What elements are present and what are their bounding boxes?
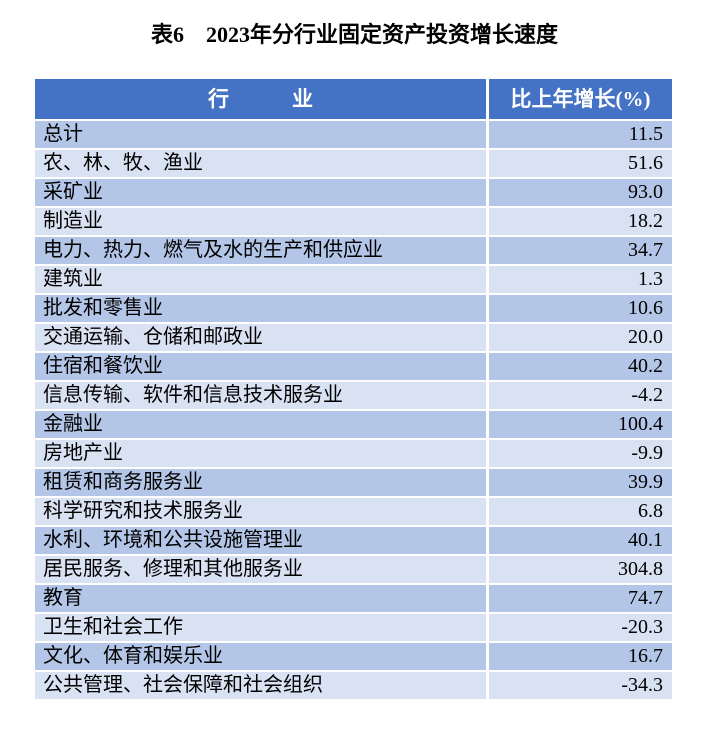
- table-row: 文化、体育和娱乐业 16.7: [35, 643, 672, 670]
- industry-growth-table: 行 业 比上年增长(%) 总计 11.5 农、林、牧、渔业 51.6 采矿业 9…: [35, 79, 672, 699]
- column-header-growth: 比上年增长(%): [489, 79, 672, 119]
- industry-cell: 采矿业: [35, 179, 486, 206]
- column-header-industry: 行 业: [35, 79, 486, 119]
- industry-cell: 建筑业: [35, 266, 486, 293]
- growth-cell: 40.2: [489, 353, 672, 380]
- industry-cell: 房地产业: [35, 440, 486, 467]
- growth-cell: 304.8: [489, 556, 672, 583]
- industry-cell: 制造业: [35, 208, 486, 235]
- table-row: 总计 11.5: [35, 121, 672, 148]
- industry-cell: 文化、体育和娱乐业: [35, 643, 486, 670]
- industry-cell: 交通运输、仓储和邮政业: [35, 324, 486, 351]
- table-row: 信息传输、软件和信息技术服务业 -4.2: [35, 382, 672, 409]
- table-row: 农、林、牧、渔业 51.6: [35, 150, 672, 177]
- table-header-row: 行 业 比上年增长(%): [35, 79, 672, 119]
- table-row: 卫生和社会工作 -20.3: [35, 614, 672, 641]
- industry-cell: 总计: [35, 121, 486, 148]
- industry-cell: 科学研究和技术服务业: [35, 498, 486, 525]
- growth-cell: 1.3: [489, 266, 672, 293]
- growth-cell: 18.2: [489, 208, 672, 235]
- industry-cell: 批发和零售业: [35, 295, 486, 322]
- table-row: 租赁和商务服务业 39.9: [35, 469, 672, 496]
- table-row: 公共管理、社会保障和社会组织 -34.3: [35, 672, 672, 699]
- industry-cell: 金融业: [35, 411, 486, 438]
- growth-cell: 20.0: [489, 324, 672, 351]
- industry-cell: 水利、环境和公共设施管理业: [35, 527, 486, 554]
- table-row: 制造业 18.2: [35, 208, 672, 235]
- growth-cell: 51.6: [489, 150, 672, 177]
- growth-cell: -9.9: [489, 440, 672, 467]
- industry-cell: 卫生和社会工作: [35, 614, 486, 641]
- table-row: 居民服务、修理和其他服务业 304.8: [35, 556, 672, 583]
- industry-cell: 租赁和商务服务业: [35, 469, 486, 496]
- table-row: 教育 74.7: [35, 585, 672, 612]
- growth-cell: 74.7: [489, 585, 672, 612]
- growth-cell: 10.6: [489, 295, 672, 322]
- table-row: 科学研究和技术服务业 6.8: [35, 498, 672, 525]
- growth-cell: 100.4: [489, 411, 672, 438]
- growth-cell: 16.7: [489, 643, 672, 670]
- growth-cell: 93.0: [489, 179, 672, 206]
- growth-cell: -34.3: [489, 672, 672, 699]
- growth-cell: 39.9: [489, 469, 672, 496]
- table-title: 表6 2023年分行业固定资产投资增长速度: [150, 22, 558, 47]
- table-row: 水利、环境和公共设施管理业 40.1: [35, 527, 672, 554]
- industry-cell: 农、林、牧、渔业: [35, 150, 486, 177]
- table-row: 房地产业 -9.9: [35, 440, 672, 467]
- table-row: 采矿业 93.0: [35, 179, 672, 206]
- industry-cell: 信息传输、软件和信息技术服务业: [35, 382, 486, 409]
- industry-cell: 住宿和餐饮业: [35, 353, 486, 380]
- industry-cell: 教育: [35, 585, 486, 612]
- growth-cell: 11.5: [489, 121, 672, 148]
- table-row: 批发和零售业 10.6: [35, 295, 672, 322]
- growth-cell: -4.2: [489, 382, 672, 409]
- industry-cell: 电力、热力、燃气及水的生产和供应业: [35, 237, 486, 264]
- growth-cell: 34.7: [489, 237, 672, 264]
- industry-cell: 居民服务、修理和其他服务业: [35, 556, 486, 583]
- table-row: 住宿和餐饮业 40.2: [35, 353, 672, 380]
- table-body: 总计 11.5 农、林、牧、渔业 51.6 采矿业 93.0 制造业 18.2 …: [35, 121, 672, 699]
- growth-cell: 40.1: [489, 527, 672, 554]
- table-row: 金融业 100.4: [35, 411, 672, 438]
- table-row: 电力、热力、燃气及水的生产和供应业 34.7: [35, 237, 672, 264]
- table-row: 建筑业 1.3: [35, 266, 672, 293]
- industry-cell: 公共管理、社会保障和社会组织: [35, 672, 486, 699]
- growth-cell: 6.8: [489, 498, 672, 525]
- growth-cell: -20.3: [489, 614, 672, 641]
- table-row: 交通运输、仓储和邮政业 20.0: [35, 324, 672, 351]
